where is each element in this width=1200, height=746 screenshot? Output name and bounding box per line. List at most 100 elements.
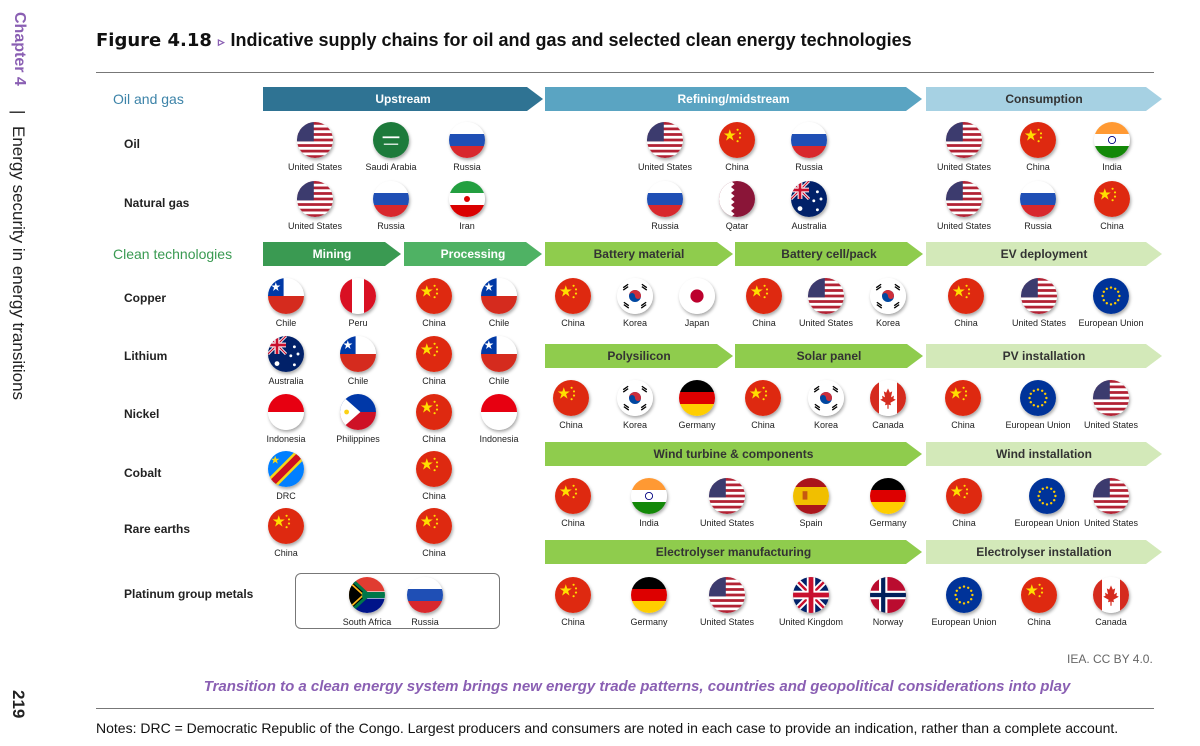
- us-flag-icon: [1093, 380, 1129, 416]
- country-label: Russia: [411, 617, 439, 627]
- country-label: China: [559, 420, 583, 430]
- china-flag-icon: [268, 508, 304, 544]
- china-flag-icon: [1021, 577, 1057, 613]
- country-label: China: [951, 420, 975, 430]
- country-label: Russia: [651, 221, 679, 231]
- us-flag-icon: [647, 122, 683, 158]
- arrow-battery-material: Battery material: [545, 242, 733, 266]
- eu-flag-icon: [1093, 278, 1129, 314]
- china-flag-icon: [555, 478, 591, 514]
- china-flag-icon: [416, 336, 452, 372]
- peru-flag-icon: [340, 278, 376, 314]
- figure-number: Figure 4.18: [96, 30, 212, 51]
- country-label: Norway: [872, 617, 904, 627]
- page-number-wrap: 219: [9, 690, 29, 718]
- country-label: Iran: [459, 221, 475, 231]
- chapter-separator: |: [9, 110, 29, 125]
- country-label: South Africa: [342, 617, 392, 627]
- country-label: China: [561, 617, 585, 627]
- country-label: Russia: [453, 162, 481, 172]
- country-label: Indonesia: [479, 434, 519, 444]
- row-label-copper: Copper: [124, 291, 166, 305]
- russia-flag-icon: [1020, 181, 1056, 217]
- arrow-electrolyser-installation: Electrolyser installation: [926, 540, 1162, 564]
- country-label: Indonesia: [266, 434, 306, 444]
- country-label: China: [274, 548, 298, 558]
- section-clean-technologies: Clean technologies: [113, 246, 233, 262]
- country-label: European Union: [1005, 420, 1071, 430]
- takeaway-text: Transition to a clean energy system brin…: [203, 678, 1071, 695]
- us-flag-icon: [1021, 278, 1057, 314]
- country-label: Saudi Arabia: [365, 162, 417, 172]
- country-label: India: [639, 518, 659, 528]
- country-label: Australia: [268, 376, 304, 386]
- credit-text: IEA. CC BY 4.0.: [1067, 652, 1153, 666]
- country-label: Germany: [630, 617, 668, 627]
- china-flag-icon: [719, 122, 755, 158]
- india-flag-icon: [1094, 122, 1130, 158]
- country-label: China: [422, 491, 446, 501]
- arrow-mining: Mining: [263, 242, 401, 266]
- country-label: China: [751, 420, 775, 430]
- china-flag-icon: [555, 278, 591, 314]
- south-africa-flag-icon: [349, 577, 385, 613]
- country-label: China: [422, 434, 446, 444]
- country-label: Russia: [377, 221, 405, 231]
- arrow-solar-panel: Solar panel: [735, 344, 923, 368]
- china-flag-icon: [416, 508, 452, 544]
- china-flag-icon: [555, 577, 591, 613]
- country-label: Chile: [347, 376, 369, 386]
- country-label: China: [1100, 221, 1124, 231]
- row-label-cobalt: Cobalt: [124, 466, 162, 480]
- china-flag-icon: [416, 451, 452, 487]
- country-label: United States: [936, 162, 992, 172]
- us-flag-icon: [946, 122, 982, 158]
- section-label: Energy security in energy transitions: [9, 126, 28, 401]
- arrow-battery-cell: Battery cell/pack: [735, 242, 923, 266]
- arrow-wind-installation: Wind installation: [926, 442, 1162, 466]
- china-flag-icon: [946, 478, 982, 514]
- russia-flag-icon: [373, 181, 409, 217]
- chapter-sidebar: Chapter 4: [11, 12, 29, 86]
- country-label: China: [422, 376, 446, 386]
- china-flag-icon: [553, 380, 589, 416]
- norway-flag-icon: [870, 577, 906, 613]
- india-flag-icon: [631, 478, 667, 514]
- eu-flag-icon: [1020, 380, 1056, 416]
- row-label-rare-earths: Rare earths: [124, 522, 191, 536]
- germany-flag-icon: [679, 380, 715, 416]
- china-flag-icon: [745, 380, 781, 416]
- korea-flag-icon: [617, 380, 653, 416]
- arrow-processing: Processing: [404, 242, 542, 266]
- arrow-ev-deployment: EV deployment: [926, 242, 1162, 266]
- country-label: United States: [287, 221, 343, 231]
- country-label: Korea: [622, 420, 648, 430]
- country-label: China: [954, 318, 978, 328]
- chile-flag-icon: [481, 278, 517, 314]
- arrow-electrolyser-manufacturing: Electrolyser manufacturing: [545, 540, 922, 564]
- spain-flag-icon: [793, 478, 829, 514]
- country-label: Japan: [684, 318, 710, 328]
- separator-glyph: |: [9, 110, 28, 115]
- canada-flag-icon: [870, 380, 906, 416]
- country-label: United States: [798, 318, 854, 328]
- us-flag-icon: [808, 278, 844, 314]
- country-label: United States: [699, 617, 755, 627]
- country-label: United Kingdom: [778, 617, 844, 627]
- australia-flag-icon: [791, 181, 827, 217]
- country-label: Russia: [795, 162, 823, 172]
- figure-title: Figure 4.18 ▹ Indicative supply chains for…: [96, 30, 912, 51]
- russia-flag-icon: [407, 577, 443, 613]
- country-label: United States: [1083, 518, 1139, 528]
- china-flag-icon: [948, 278, 984, 314]
- qatar-flag-icon: [719, 181, 755, 217]
- russia-flag-icon: [449, 122, 485, 158]
- korea-flag-icon: [870, 278, 906, 314]
- russia-flag-icon: [647, 181, 683, 217]
- country-label: China: [752, 318, 776, 328]
- section-sidebar: Energy security in energy transitions: [9, 126, 29, 400]
- drc-flag-icon: [268, 451, 304, 487]
- pgm-box: [295, 573, 500, 629]
- arrow-consumption: Consumption: [926, 87, 1162, 111]
- country-label: Korea: [875, 318, 901, 328]
